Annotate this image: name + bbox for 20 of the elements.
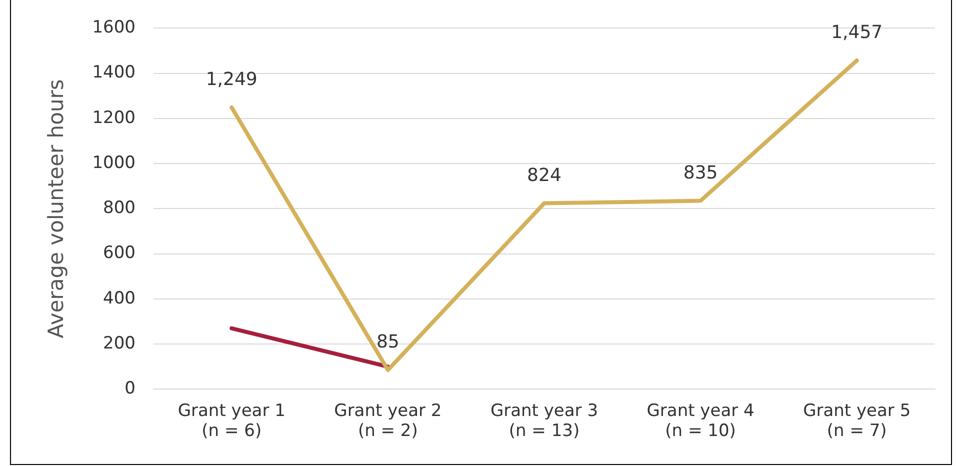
y-tick-label: 400 xyxy=(103,288,136,308)
x-tick-label: Grant year 3 (n = 13) xyxy=(490,400,598,442)
y-tick-label: 1200 xyxy=(92,108,136,128)
y-tick-label: 1400 xyxy=(92,62,136,83)
y-tick-label: 200 xyxy=(103,333,136,354)
x-tick-label: Grant year 2 (n = 2) xyxy=(334,400,442,442)
y-tick-label: 0 xyxy=(124,378,136,399)
data-label: 824 xyxy=(527,164,562,186)
data-label: 835 xyxy=(683,162,718,184)
data-label: 1,457 xyxy=(831,22,883,44)
data-label: 85 xyxy=(376,332,400,353)
x-tick-label: Grant year 5 (n = 7) xyxy=(803,400,911,442)
y-tick-label: 800 xyxy=(103,198,136,218)
y-tick-label: 1000 xyxy=(92,152,136,173)
y-axis-title: Average volunteer hours xyxy=(44,79,68,338)
y-tick-label: 1600 xyxy=(92,18,136,38)
x-tick-label: Grant year 1 (n = 6) xyxy=(178,400,286,442)
x-tick-label: Grant year 4 (n = 10) xyxy=(646,400,754,442)
y-tick-label: 600 xyxy=(103,243,136,264)
data-label: 1,249 xyxy=(206,69,258,90)
